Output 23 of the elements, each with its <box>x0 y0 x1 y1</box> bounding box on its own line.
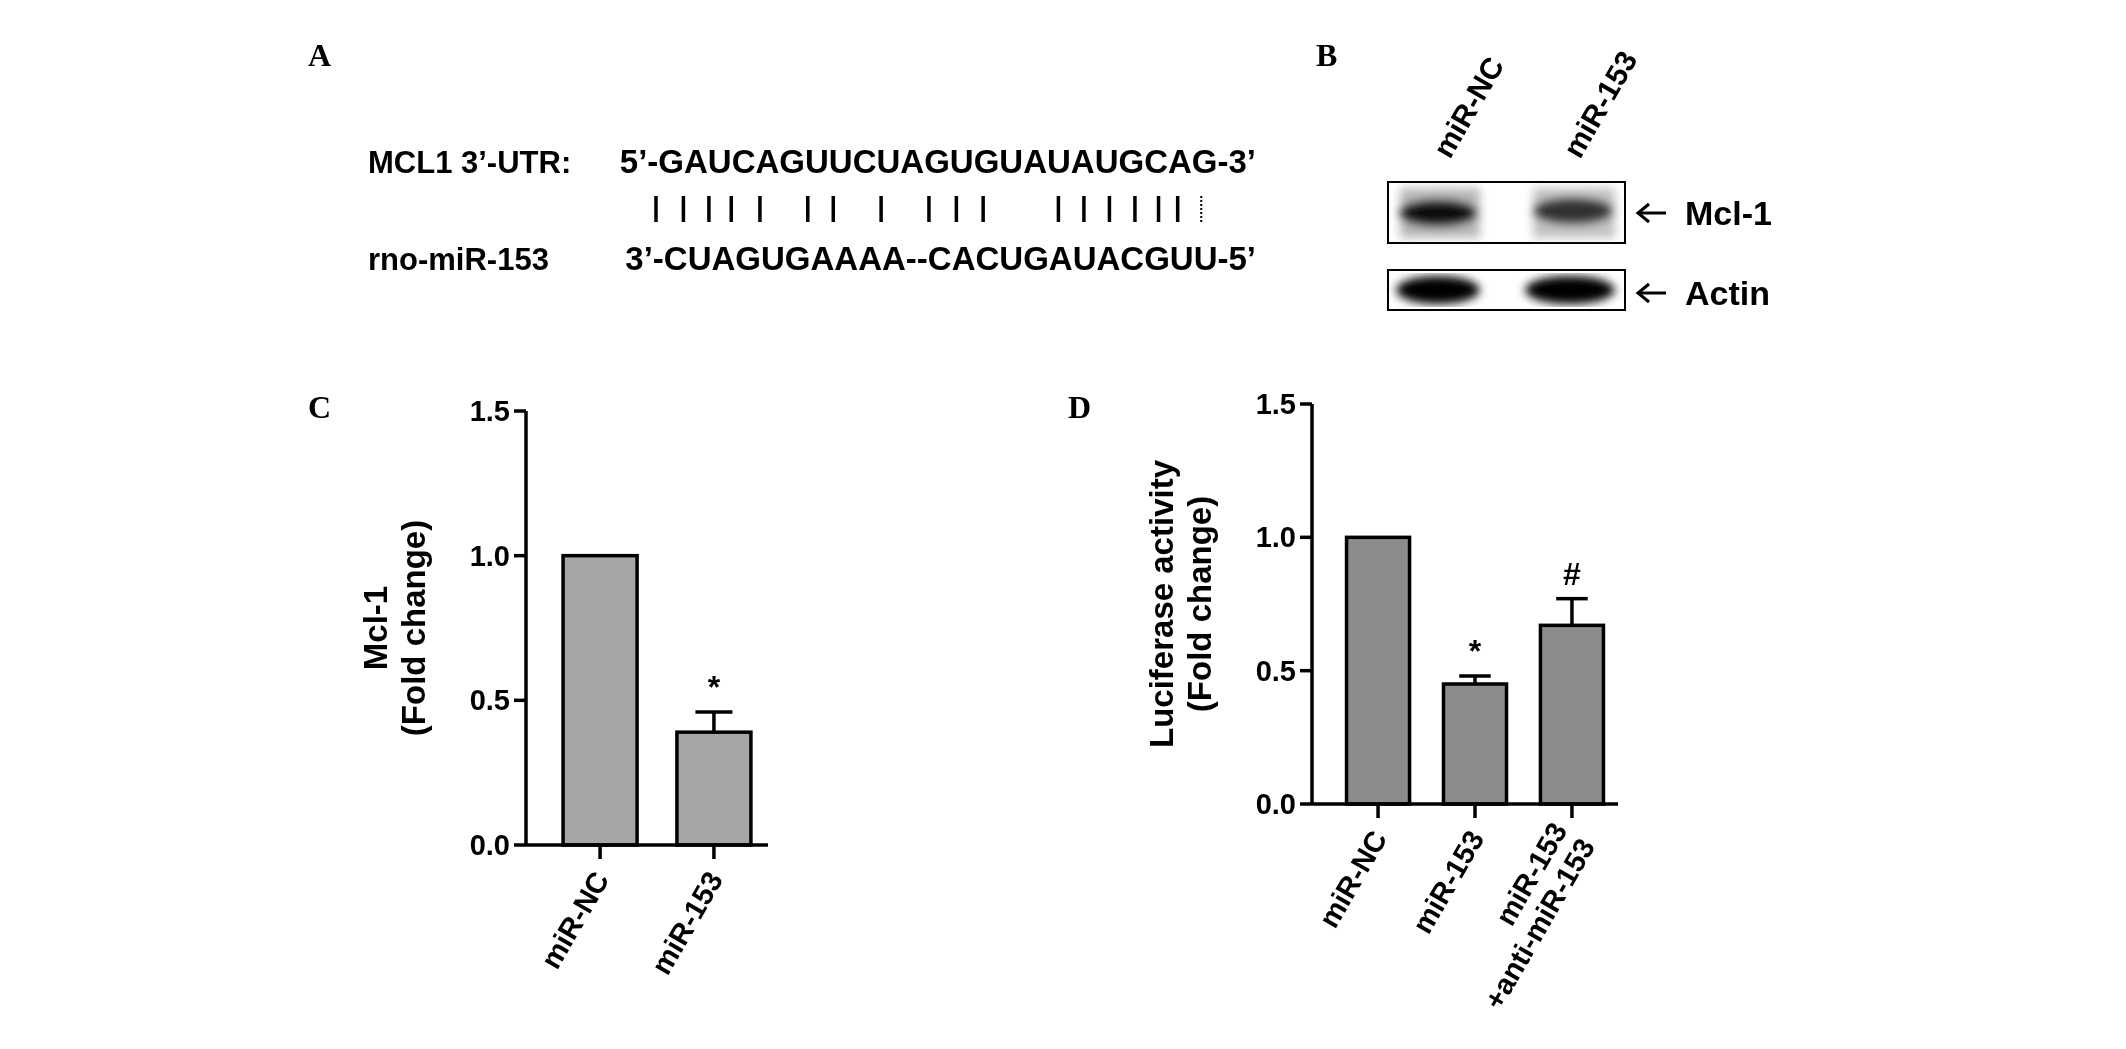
y-axis-title: Luciferase activity (Fold change) <box>1143 459 1218 748</box>
annotation: # <box>1563 555 1582 592</box>
text: 5’-GAUCAGUUCUAGUGUAUAUGCAG-3’ <box>619 143 1256 180</box>
y-tick-label: 0.5 <box>1255 654 1296 687</box>
text: 3’-CUAGUGAAAA--CACUGAUACGUU-5’ <box>625 240 1256 277</box>
text: MCL1 3’-UTR: <box>368 145 572 180</box>
text: Actin <box>1685 274 1770 312</box>
y-tick-label: 1.0 <box>469 539 510 572</box>
text: B <box>1316 37 1338 73</box>
y-tick-label: 0.5 <box>469 684 510 717</box>
annotation: * <box>707 668 721 705</box>
y-tick-label: 1.5 <box>469 395 510 428</box>
y-tick-label: 0.0 <box>1255 788 1296 821</box>
text: A <box>308 37 332 73</box>
text: rno-miR-153 <box>368 242 549 277</box>
text: Mcl-1 <box>1685 194 1772 232</box>
y-axis-title: Mcl-1 (Fold change) <box>357 519 432 737</box>
y-tick-label: 1.0 <box>1255 521 1296 554</box>
y-tick-label: 1.5 <box>1255 388 1296 421</box>
y-tick-label: 0.0 <box>469 829 510 862</box>
chart-title: C <box>308 389 332 425</box>
annotation: * <box>1468 633 1482 669</box>
chart-title: D <box>1068 389 1092 425</box>
